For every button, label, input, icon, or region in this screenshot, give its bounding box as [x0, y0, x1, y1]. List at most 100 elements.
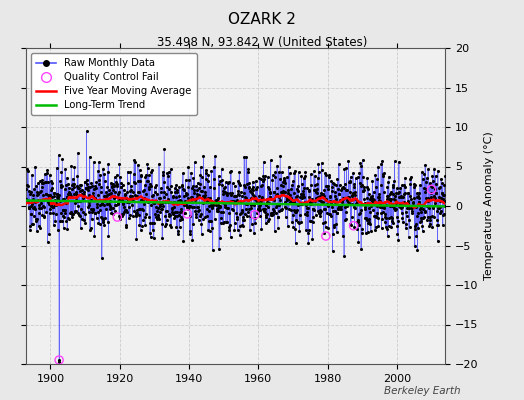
Point — [134, 178, 143, 184]
Point — [218, 177, 226, 183]
Point — [358, 156, 367, 163]
Point — [213, 205, 222, 211]
Point — [201, 195, 209, 201]
Point — [219, 187, 227, 194]
Point — [334, 203, 343, 210]
Point — [233, 214, 241, 220]
Point — [371, 172, 379, 178]
Point — [224, 199, 232, 205]
Point — [215, 178, 224, 185]
Point — [405, 204, 413, 211]
Point — [114, 200, 122, 207]
Point — [438, 180, 446, 186]
Point — [154, 199, 162, 205]
Point — [27, 221, 36, 227]
Legend: Raw Monthly Data, Quality Control Fail, Five Year Moving Average, Long-Term Tren: Raw Monthly Data, Quality Control Fail, … — [31, 53, 196, 115]
Point — [343, 197, 351, 204]
Point — [137, 196, 145, 203]
Point — [314, 161, 323, 168]
Point — [397, 192, 406, 199]
Point — [56, 218, 64, 224]
Point — [362, 230, 370, 236]
Point — [322, 182, 330, 189]
Point — [295, 228, 303, 234]
Point — [209, 247, 217, 253]
Point — [82, 185, 91, 191]
Point — [264, 204, 272, 210]
Point — [334, 204, 343, 211]
Point — [311, 198, 320, 205]
Point — [216, 204, 224, 210]
Point — [422, 178, 431, 185]
Point — [111, 208, 119, 214]
Point — [347, 201, 356, 207]
Point — [113, 214, 122, 220]
Point — [205, 183, 214, 190]
Point — [286, 198, 294, 205]
Point — [294, 169, 303, 175]
Point — [279, 178, 288, 184]
Point — [366, 221, 374, 227]
Point — [221, 184, 229, 190]
Point — [320, 187, 329, 193]
Point — [95, 202, 104, 208]
Point — [416, 206, 424, 212]
Point — [94, 181, 103, 188]
Point — [330, 208, 339, 214]
Point — [230, 206, 238, 213]
Point — [358, 182, 366, 188]
Point — [108, 184, 116, 190]
Point — [205, 228, 214, 234]
Point — [107, 190, 115, 196]
Point — [278, 206, 287, 212]
Point — [246, 213, 255, 219]
Point — [115, 188, 123, 195]
Point — [200, 193, 208, 199]
Point — [351, 189, 359, 195]
Point — [323, 202, 332, 209]
Point — [32, 192, 41, 198]
Point — [287, 194, 295, 201]
Point — [120, 209, 128, 215]
Point — [389, 205, 398, 211]
Point — [287, 197, 296, 203]
Point — [38, 177, 46, 184]
Point — [173, 188, 181, 195]
Point — [249, 178, 257, 185]
Point — [253, 210, 261, 216]
Point — [228, 180, 237, 186]
Point — [111, 189, 119, 195]
Point — [297, 190, 305, 197]
Point — [436, 198, 445, 204]
Point — [281, 214, 290, 220]
Point — [301, 202, 310, 208]
Point — [391, 200, 400, 207]
Point — [433, 217, 441, 223]
Point — [250, 194, 259, 200]
Point — [57, 184, 65, 190]
Point — [112, 202, 120, 208]
Point — [329, 180, 337, 186]
Point — [373, 203, 381, 210]
Point — [226, 169, 235, 175]
Point — [28, 201, 37, 208]
Point — [252, 197, 260, 204]
Point — [37, 188, 45, 194]
Point — [24, 168, 32, 174]
Point — [340, 166, 348, 172]
Point — [34, 191, 42, 197]
Point — [374, 194, 382, 200]
Point — [168, 205, 177, 212]
Point — [222, 179, 230, 185]
Point — [208, 204, 216, 210]
Point — [378, 204, 386, 210]
Point — [340, 195, 348, 201]
Point — [78, 191, 86, 197]
Point — [335, 161, 343, 168]
Point — [441, 173, 449, 179]
Point — [311, 182, 320, 188]
Point — [422, 186, 430, 192]
Point — [199, 200, 207, 206]
Point — [419, 206, 428, 212]
Point — [362, 215, 370, 222]
